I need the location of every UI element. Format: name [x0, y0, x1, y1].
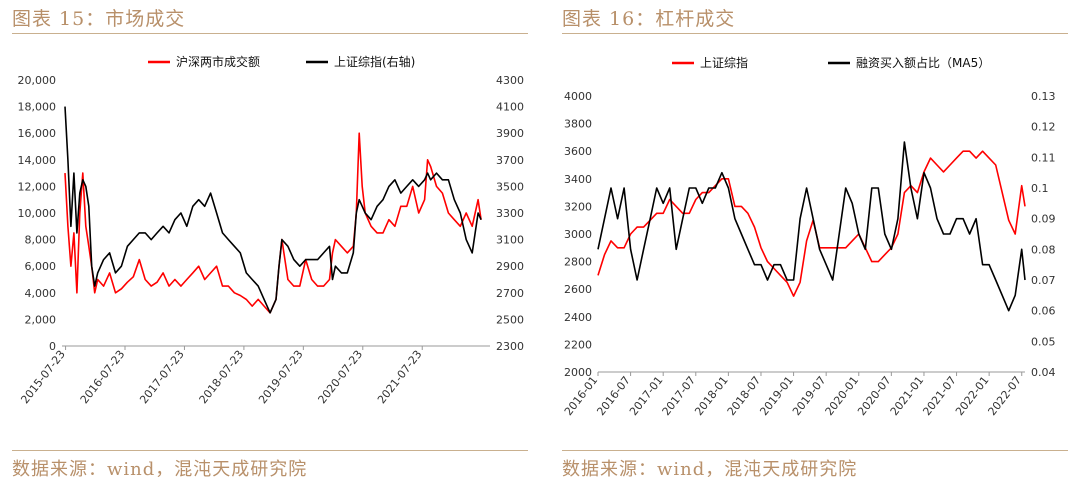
y-left-tick-label: 0 [49, 340, 56, 353]
series-line-0 [64, 132, 482, 314]
heading-rule [12, 33, 528, 34]
y-right-tick-label: 0.13 [1031, 90, 1056, 103]
y-left-tick-label: 3400 [564, 173, 592, 186]
y-right-tick-label: 3900 [496, 127, 524, 140]
chart-heading: 图表 16：杠杆成交 [562, 8, 736, 30]
y-left-tick-label: 14,000 [18, 154, 57, 167]
y-left-tick-label: 8,000 [25, 234, 57, 247]
legend-label: 上证综指(右轴) [334, 54, 415, 69]
y-left-tick-label: 10,000 [18, 207, 57, 220]
y-left-tick-label: 3600 [564, 145, 592, 158]
y-right-tick-label: 4300 [496, 74, 524, 87]
y-left-tick-label: 4,000 [25, 287, 57, 300]
y-left-tick-label: 2,000 [25, 313, 57, 326]
y-right-tick-label: 0.12 [1031, 121, 1056, 134]
y-left-tick-label: 2800 [564, 256, 592, 269]
x-tick-label: 2017-07-23 [137, 348, 187, 406]
legend-label: 上证综指 [700, 55, 748, 70]
y-right-tick-label: 0.07 [1031, 274, 1056, 287]
y-left-tick-label: 3800 [564, 118, 592, 131]
chart-panel-market-turnover: 图表 15：市场成交 0 2,000 4,000 6,000 8,000 10,000 12… [12, 8, 528, 480]
y-right-tick-label: 3300 [496, 207, 524, 220]
chart-source: 数据来源：wind，混沌天成研究院 [562, 459, 858, 480]
y-right-tick-label: 2500 [496, 313, 524, 326]
series-line-1 [64, 106, 482, 314]
series-line-1 [597, 141, 1026, 312]
x-tick-label: 2022-07 [986, 374, 1025, 418]
footer-rule [12, 450, 528, 451]
legend-label: 沪深两市成交额 [176, 54, 260, 69]
y-left-tick-label: 3200 [564, 200, 592, 213]
x-tick-label: 2016-07-23 [78, 348, 128, 406]
y-left-tick-label: 18,000 [18, 101, 57, 114]
x-tick-label: 2019-07-23 [256, 348, 306, 406]
y-right-tick-label: 3100 [496, 234, 524, 247]
chart-source: 数据来源：wind，混沌天成研究院 [12, 459, 308, 480]
y-right-tick-label: 2700 [496, 287, 524, 300]
y-left-tick-label: 2200 [564, 338, 592, 351]
y-left-tick-label: 2400 [564, 311, 592, 324]
y-left-tick-label: 2000 [564, 366, 592, 379]
legend-label: 融资买入额占比（MA5） [856, 55, 990, 70]
y-left-tick-label: 20,000 [18, 74, 57, 87]
series-line-0 [597, 150, 1026, 297]
y-right-tick-label: 0.11 [1031, 151, 1056, 164]
y-left-tick-label: 16,000 [18, 127, 57, 140]
y-left-tick-label: 12,000 [18, 180, 57, 193]
y-left-tick-label: 3000 [564, 228, 592, 241]
y-right-tick-label: 0.04 [1031, 366, 1056, 379]
y-right-tick-label: 3700 [496, 154, 524, 167]
y-right-tick-label: 0.05 [1031, 335, 1056, 348]
x-tick-label: 2020-07-23 [316, 348, 366, 406]
y-right-tick-label: 0.08 [1031, 243, 1056, 256]
y-right-tick-label: 0.09 [1031, 213, 1056, 226]
y-right-tick-label: 4100 [496, 101, 524, 114]
footer-rule [562, 450, 1068, 451]
y-left-tick-label: 4000 [564, 90, 592, 103]
chart-market-turnover: 0 2,000 4,000 6,000 8,000 10,000 12,000 14,000 1… [18, 54, 525, 406]
y-right-tick-label: 2900 [496, 260, 524, 273]
y-right-tick-label: 0.06 [1031, 305, 1056, 318]
y-right-tick-label: 3500 [496, 180, 524, 193]
chart-leverage-turnover: 2000 2200 2400 2600 2800 3000 3200 3400 3600 3800… [562, 55, 1056, 418]
x-tick-label: 2021-07-23 [375, 348, 425, 406]
y-left-tick-label: 2600 [564, 283, 592, 296]
chart-heading: 图表 15：市场成交 [12, 8, 186, 30]
y-right-tick-label: 0.1 [1031, 182, 1049, 195]
y-left-tick-label: 6,000 [25, 260, 57, 273]
heading-rule [562, 33, 1068, 34]
chart-panel-leverage-turnover: 图表 16：杠杆成交 2000 2200 2400 2600 2800 3000 3200 3… [550, 0, 1080, 482]
x-tick-label: 2015-07-23 [18, 348, 68, 406]
x-tick-label: 2018-07-23 [197, 348, 247, 406]
y-right-tick-label: 2300 [496, 340, 524, 353]
